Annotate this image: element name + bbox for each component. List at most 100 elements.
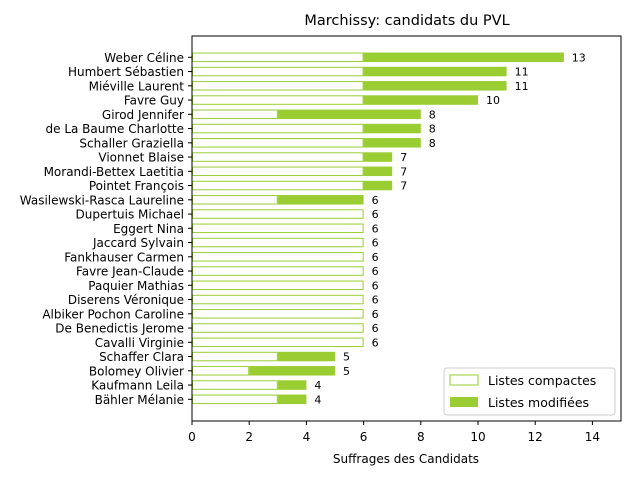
x-tick-label: 14 [585,430,600,444]
y-tick-label: Favre Guy [124,94,184,108]
bar-compact [192,209,364,219]
value-label: 7 [400,180,407,193]
value-label: 10 [486,94,500,107]
y-tick-label: Fankhauser Carmen [64,250,184,264]
bar-compact [192,380,278,390]
value-label: 6 [372,336,379,349]
bar-compact [192,223,364,234]
bar-compact [192,138,364,148]
legend-label-compact: Listes compactes [488,373,596,388]
bar-modified [277,351,335,362]
bar-compact [192,81,364,91]
value-label: 5 [343,365,350,378]
bar-compact [192,394,278,405]
value-label: 7 [400,151,407,164]
x-axis: 0 2 4 6 8 10 12 14 [188,421,600,444]
bar-modified [363,166,393,177]
legend: Listes compactes Listes modifiées [443,367,616,416]
x-tick-label: 8 [417,430,425,444]
bar-compact [192,294,364,305]
y-tick-label: Pointet François [89,179,184,193]
y-tick-label: Weber Céline [104,51,184,65]
bar-modified [277,195,364,205]
bar-compact [192,323,364,333]
value-label: 8 [429,108,436,121]
y-tick-label: Jaccard Sylvain [92,236,184,250]
x-axis-label: Suffrages des Candidats [333,452,479,466]
bar-compact [192,195,278,205]
bar-modified [249,366,335,376]
value-label: 6 [372,194,379,207]
bar-modified [363,95,478,105]
bar-modified [363,123,421,134]
value-label: 6 [372,322,379,335]
bar-compact [192,166,364,177]
legend-label-modified: Listes modifiées [488,395,589,410]
value-label: 5 [343,351,350,364]
bar-compact [192,95,364,105]
value-label: 8 [429,123,436,136]
bar-modified [277,380,307,390]
bar-modified [277,109,421,120]
value-label: 6 [372,308,379,321]
y-tick-label: Humbert Sébastien [68,65,184,79]
x-tick-label: 6 [360,430,368,444]
bar-compact [192,123,364,134]
value-label: 13 [572,51,586,64]
bar-compact [192,52,364,63]
bar-modified [363,152,393,162]
bar-compact [192,366,250,376]
x-tick-label: 12 [528,430,543,444]
value-label: 4 [314,379,321,392]
bar-compact [192,237,364,248]
y-tick-label: Kaufmann Leila [91,379,184,393]
value-label: 4 [314,393,321,406]
y-tick-label: Schaffer Clara [99,350,184,364]
value-label: 11 [515,66,529,79]
y-tick-label: Wasilewski-Rasca Laureline [20,193,184,207]
bar-compact [192,252,364,262]
y-tick-label: Morandi-Bettex Laetitia [44,165,184,179]
x-tick-label: 0 [188,430,196,444]
bar-compact [192,66,364,77]
chart-title: Marchissy: candidats du PVL [304,13,509,29]
bar-compact [192,337,364,348]
y-tick-label: Miéville Laurent [89,79,185,93]
bar-compact [192,180,364,191]
value-label: 7 [400,165,407,178]
legend-box [443,367,616,416]
y-tick-label: Schaller Graziella [79,136,184,150]
value-label: 6 [372,294,379,307]
value-label: 6 [372,237,379,250]
bar-compact [192,152,364,162]
y-tick-label: Eggert Nina [113,222,184,236]
value-label: 6 [372,208,379,221]
x-tick-label: 2 [245,430,253,444]
y-tick-label: Albiker Pochon Caroline [42,307,184,321]
y-tick-label: Bähler Mélanie [95,393,184,407]
x-tick-label: 10 [470,430,485,444]
y-tick-label: Favre Jean-Claude [76,265,184,279]
legend-swatch-modified [450,397,478,407]
bar-modified [363,180,393,191]
bar-compact [192,280,364,291]
value-label: 11 [515,80,529,93]
y-tick-label: Bolomey Olivier [89,364,184,378]
value-label: 6 [372,265,379,278]
value-label: 6 [372,279,379,292]
y-tick-label: Vionnet Blaise [98,151,184,165]
bar-modified [363,66,507,77]
x-tick-label: 4 [303,430,311,444]
bar-compact [192,266,364,276]
y-tick-label: De Benedictis Jerome [55,322,184,336]
y-tick-label: Girod Jennifer [102,108,184,122]
y-tick-label: Dupertuis Michael [76,208,184,222]
bar-compact [192,109,278,120]
y-tick-label: Paquier Mathias [88,279,184,293]
bar-modified [363,81,507,91]
bar-modified [363,52,564,63]
bar-modified [277,394,307,405]
